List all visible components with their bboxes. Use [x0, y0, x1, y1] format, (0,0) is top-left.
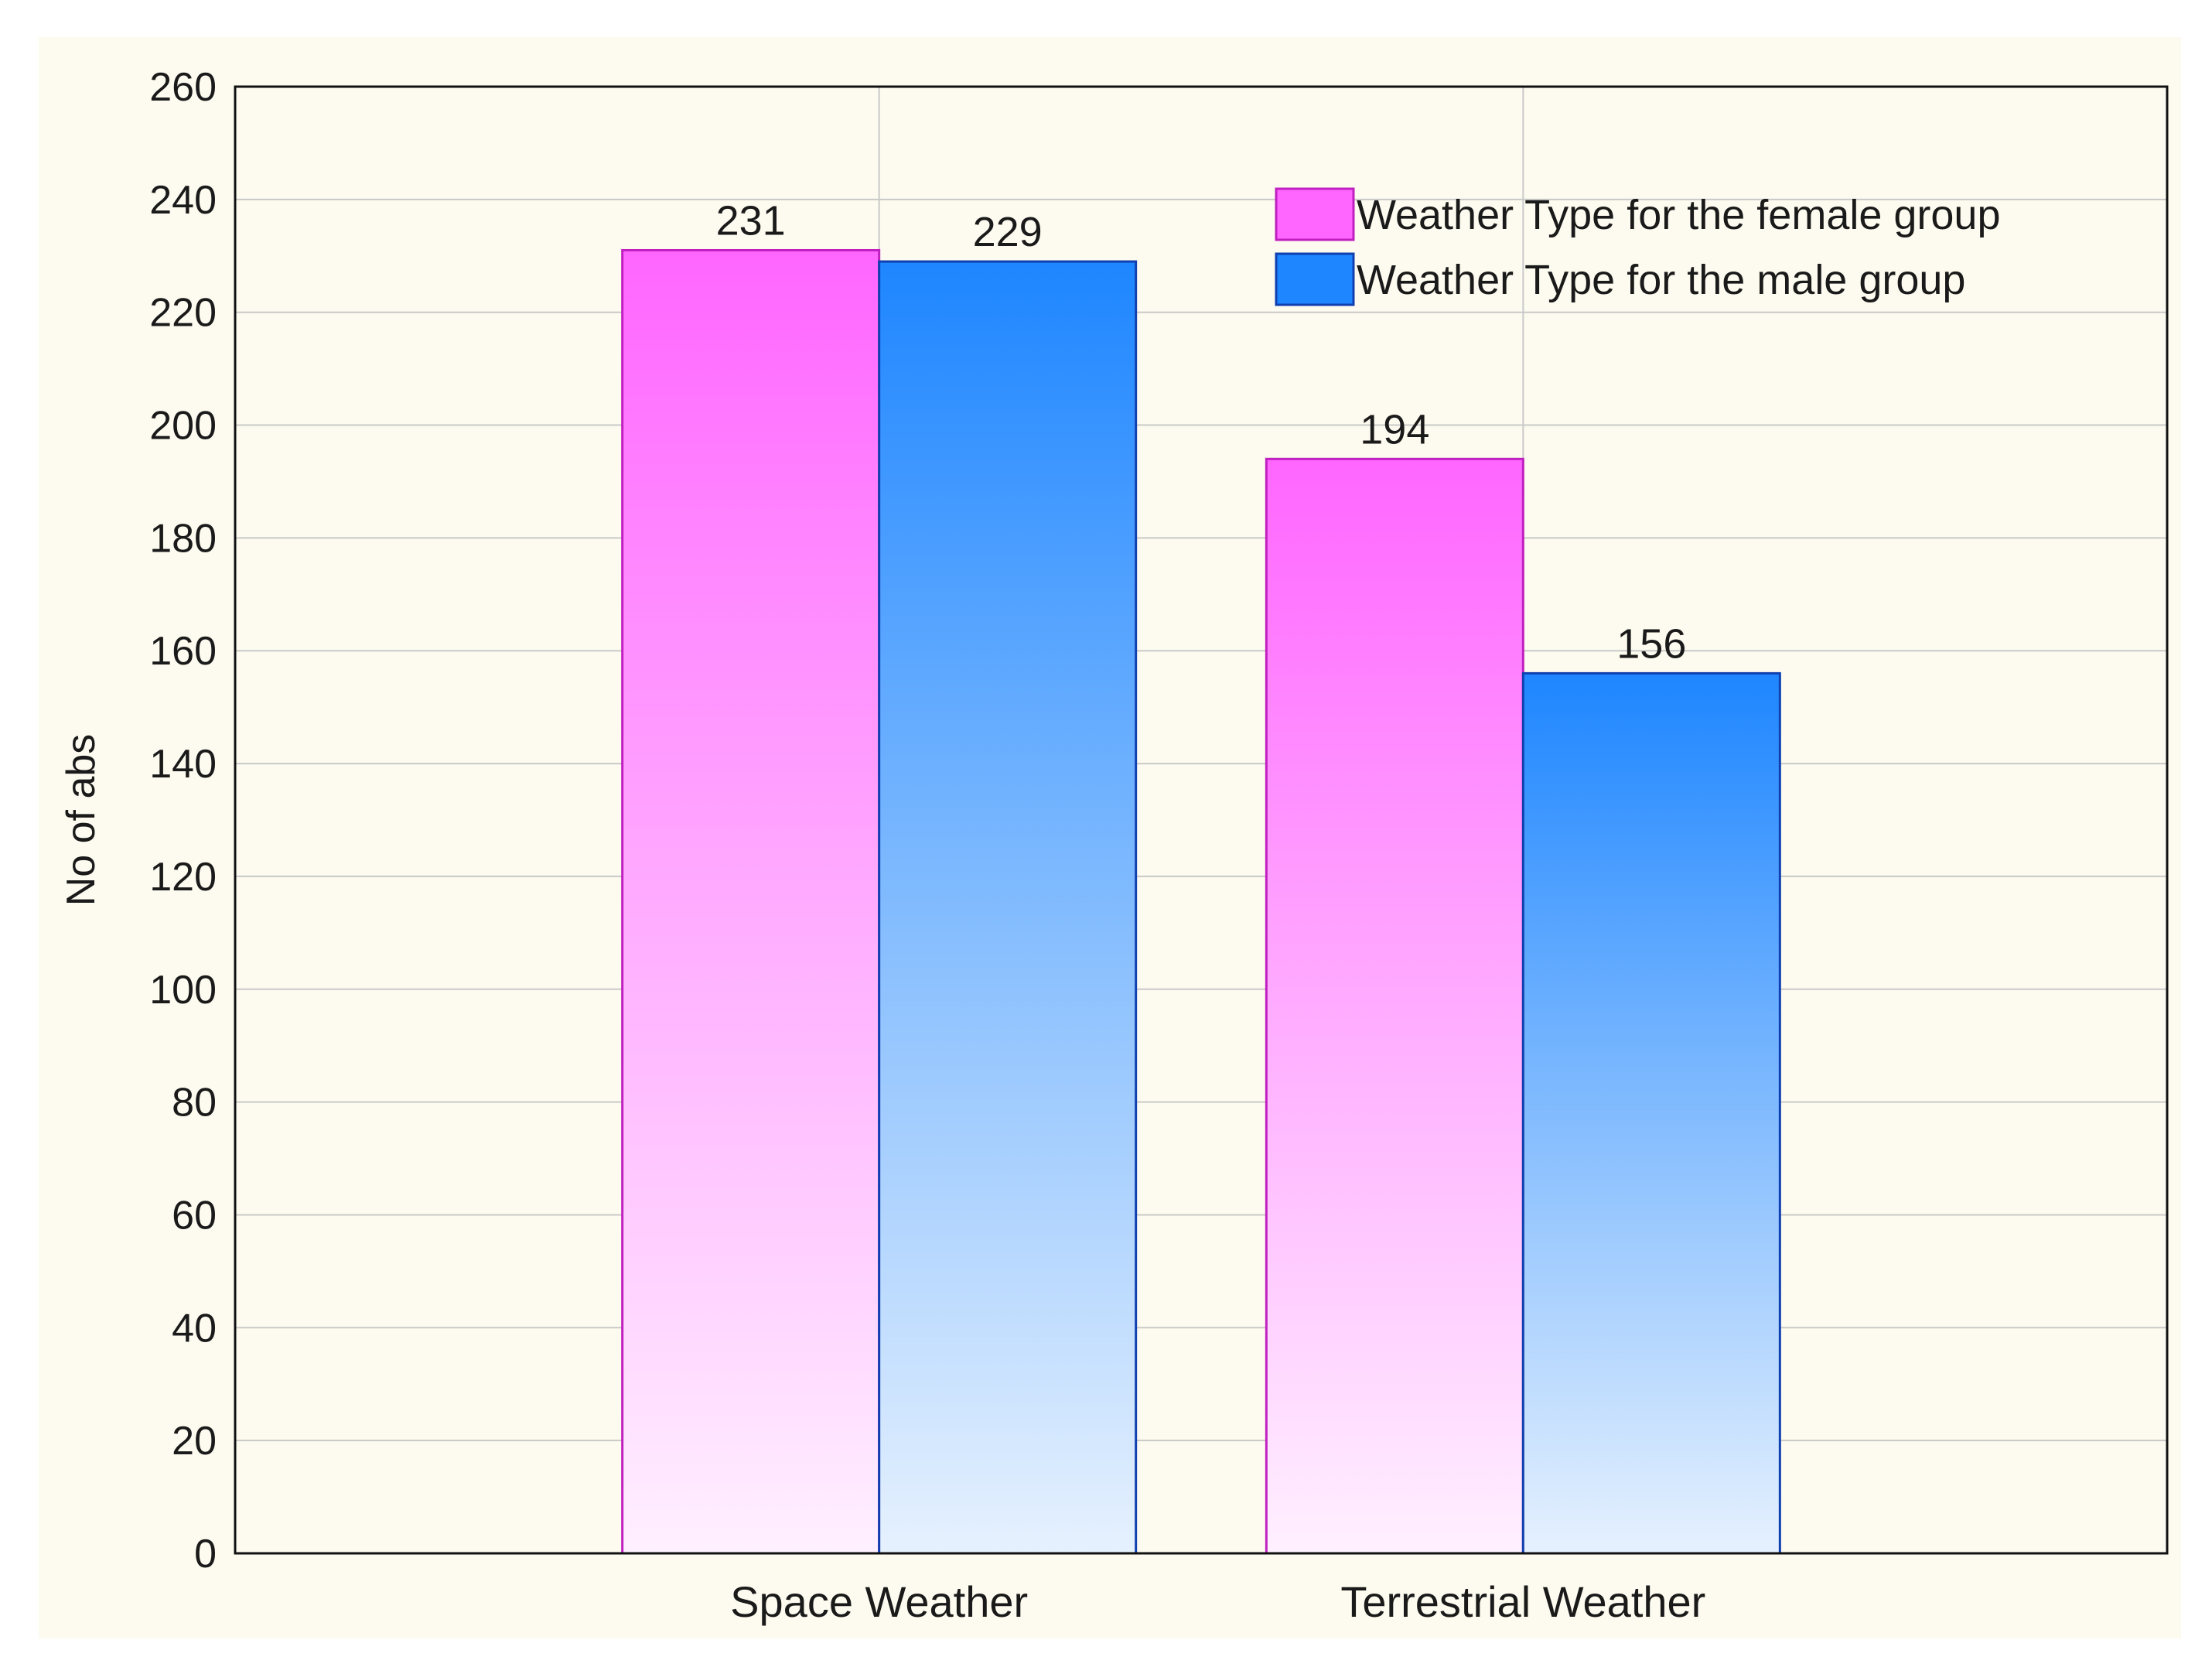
- bar: [1521, 671, 1781, 1555]
- y-tick-label: 140: [149, 742, 217, 787]
- y-tick-label: 200: [149, 404, 217, 449]
- y-tick-label: 120: [149, 855, 217, 900]
- legend-entry: Weather Type for the female group: [1357, 192, 2001, 238]
- y-tick-label: 0: [194, 1532, 217, 1577]
- y-tick-label: 100: [149, 968, 217, 1013]
- x-category-label: Space Weather: [730, 1577, 1028, 1626]
- bar: [878, 260, 1138, 1555]
- data-label: 231: [716, 197, 786, 244]
- y-tick-label: 220: [149, 291, 217, 336]
- y-tick-label: 160: [149, 629, 217, 674]
- legend: Weather Type for the female group Weather…: [1275, 187, 2001, 306]
- y-tick-label: 180: [149, 516, 217, 561]
- x-category-labels: Space Weather Terrestrial Weather: [730, 1577, 1705, 1626]
- legend-entry: Weather Type for the male group: [1357, 257, 1965, 303]
- y-tick-labels: 0 20 40 60 80 100 120 140 160 180 200 220 240 260: [149, 65, 217, 1577]
- y-axis-title: No of abs: [59, 734, 104, 907]
- x-category-label: Terrestrial Weather: [1340, 1577, 1705, 1626]
- legend-swatch: [1275, 252, 1355, 306]
- data-labels: 231 229 194 156: [716, 197, 1687, 667]
- y-tick-label: 80: [172, 1081, 217, 1126]
- y-tick-label: 260: [149, 65, 217, 110]
- bar: [1265, 457, 1524, 1555]
- y-tick-label: 60: [172, 1193, 217, 1238]
- y-tick-label: 40: [172, 1306, 217, 1351]
- data-label: 229: [973, 209, 1043, 255]
- legend-swatch: [1275, 187, 1355, 241]
- y-tick-label: 240: [149, 178, 217, 223]
- plot-border: [234, 85, 2169, 1555]
- bars: [621, 248, 1781, 1555]
- y-tick-label: 20: [172, 1419, 217, 1464]
- gridlines: [235, 87, 2167, 1553]
- data-label: 194: [1360, 406, 1429, 453]
- chart-frame: 0 20 40 60 80 100 120 140 160 180 200 220 240 260 Spa…: [39, 37, 2181, 1638]
- bar-chart: 0 20 40 60 80 100 120 140 160 180 200 220 240 260 Spa…: [59, 65, 2169, 1626]
- data-label: 156: [1616, 620, 1686, 667]
- bar: [621, 248, 881, 1555]
